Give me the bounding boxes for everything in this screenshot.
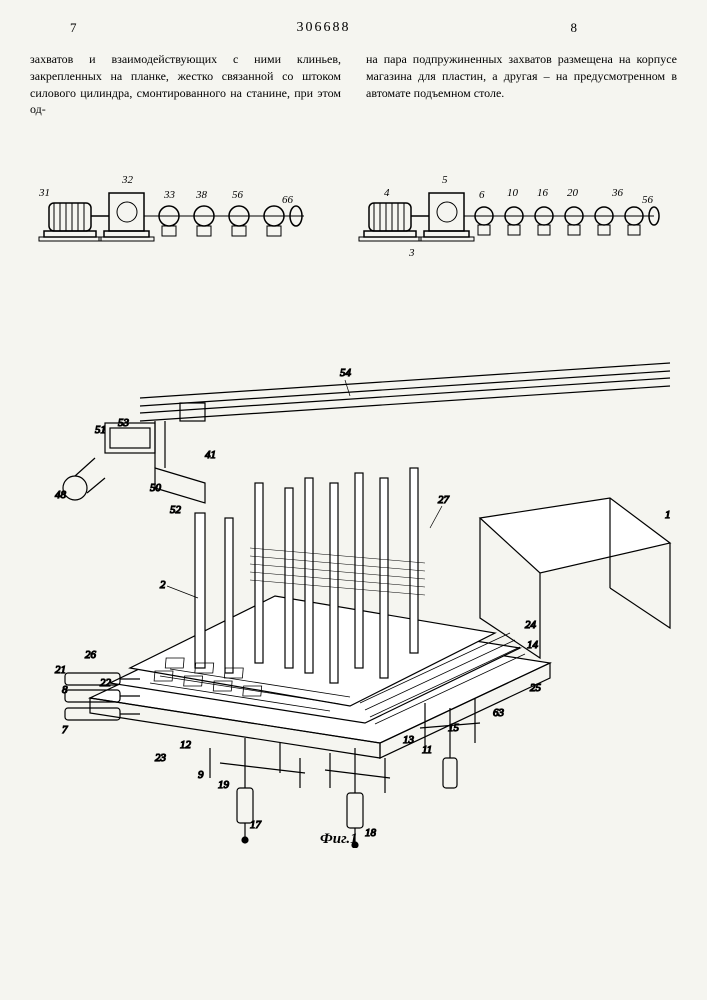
label-5: 5 xyxy=(442,174,448,186)
label-32: 32 xyxy=(121,174,134,186)
left-text-column: захватов и взаимодействующих с ними клин… xyxy=(30,51,341,118)
label-56-r: 56 xyxy=(642,194,654,206)
label-41: 41 xyxy=(205,449,216,461)
figure-caption: Фиг.1 xyxy=(320,831,358,847)
label-22: 22 xyxy=(100,677,112,689)
page-header: 7 306688 8 xyxy=(30,20,677,36)
label-6: 6 xyxy=(479,189,485,201)
label-11: 11 xyxy=(422,744,432,756)
label-13: 13 xyxy=(403,734,415,746)
label-63: 63 xyxy=(493,707,505,719)
label-56: 56 xyxy=(232,189,244,201)
label-19: 19 xyxy=(218,779,230,791)
label-66: 66 xyxy=(282,194,294,206)
left-motor-assembly: 31 32 33 xyxy=(38,174,304,241)
label-16: 16 xyxy=(537,187,549,199)
patent-page: 7 306688 8 захватов и взаимодействующих … xyxy=(0,0,707,1000)
label-27: 27 xyxy=(438,494,450,506)
label-1: 1 xyxy=(665,509,671,521)
label-12: 12 xyxy=(180,739,192,751)
main-diagram-svg: 48 54 51 53 41 50 52 xyxy=(50,328,690,848)
label-15: 15 xyxy=(448,722,460,734)
label-48: 48 xyxy=(55,489,67,501)
label-51: 51 xyxy=(95,424,106,436)
label-10: 10 xyxy=(507,187,519,199)
label-18: 18 xyxy=(365,827,377,839)
top-motor-diagrams: 31 32 33 xyxy=(30,148,677,288)
label-2: 2 xyxy=(160,579,166,591)
label-21: 21 xyxy=(55,664,66,676)
right-motor-assembly: 4 3 5 6 10 xyxy=(359,174,659,259)
label-38: 38 xyxy=(195,189,208,201)
label-33: 33 xyxy=(163,189,176,201)
label-20: 20 xyxy=(567,187,579,199)
label-17: 17 xyxy=(250,819,262,831)
document-number: 306688 xyxy=(297,20,351,36)
label-7: 7 xyxy=(62,724,68,736)
label-36: 36 xyxy=(611,187,624,199)
label-4: 4 xyxy=(384,187,390,199)
label-8: 8 xyxy=(62,684,68,696)
label-53: 53 xyxy=(118,417,130,429)
figure-area: 31 32 33 xyxy=(30,148,677,848)
label-9: 9 xyxy=(198,769,204,781)
label-54: 54 xyxy=(340,367,352,379)
label-24: 24 xyxy=(525,619,537,631)
label-52: 52 xyxy=(170,504,182,516)
label-3: 3 xyxy=(408,247,415,259)
right-text-column: на пара подпружиненных захватов размещен… xyxy=(366,51,677,118)
column-number-left: 7 xyxy=(70,20,77,36)
text-body: захватов и взаимодействующих с ними клин… xyxy=(30,51,677,118)
main-machine-diagram: 48 54 51 53 41 50 52 xyxy=(50,328,670,828)
label-31: 31 xyxy=(38,187,50,199)
label-26: 26 xyxy=(85,649,97,661)
label-25: 25 xyxy=(530,682,542,694)
column-number-right: 8 xyxy=(571,20,578,36)
label-14: 14 xyxy=(527,639,539,651)
motor-assemblies-svg: 31 32 33 xyxy=(34,148,674,288)
label-23: 23 xyxy=(155,752,167,764)
